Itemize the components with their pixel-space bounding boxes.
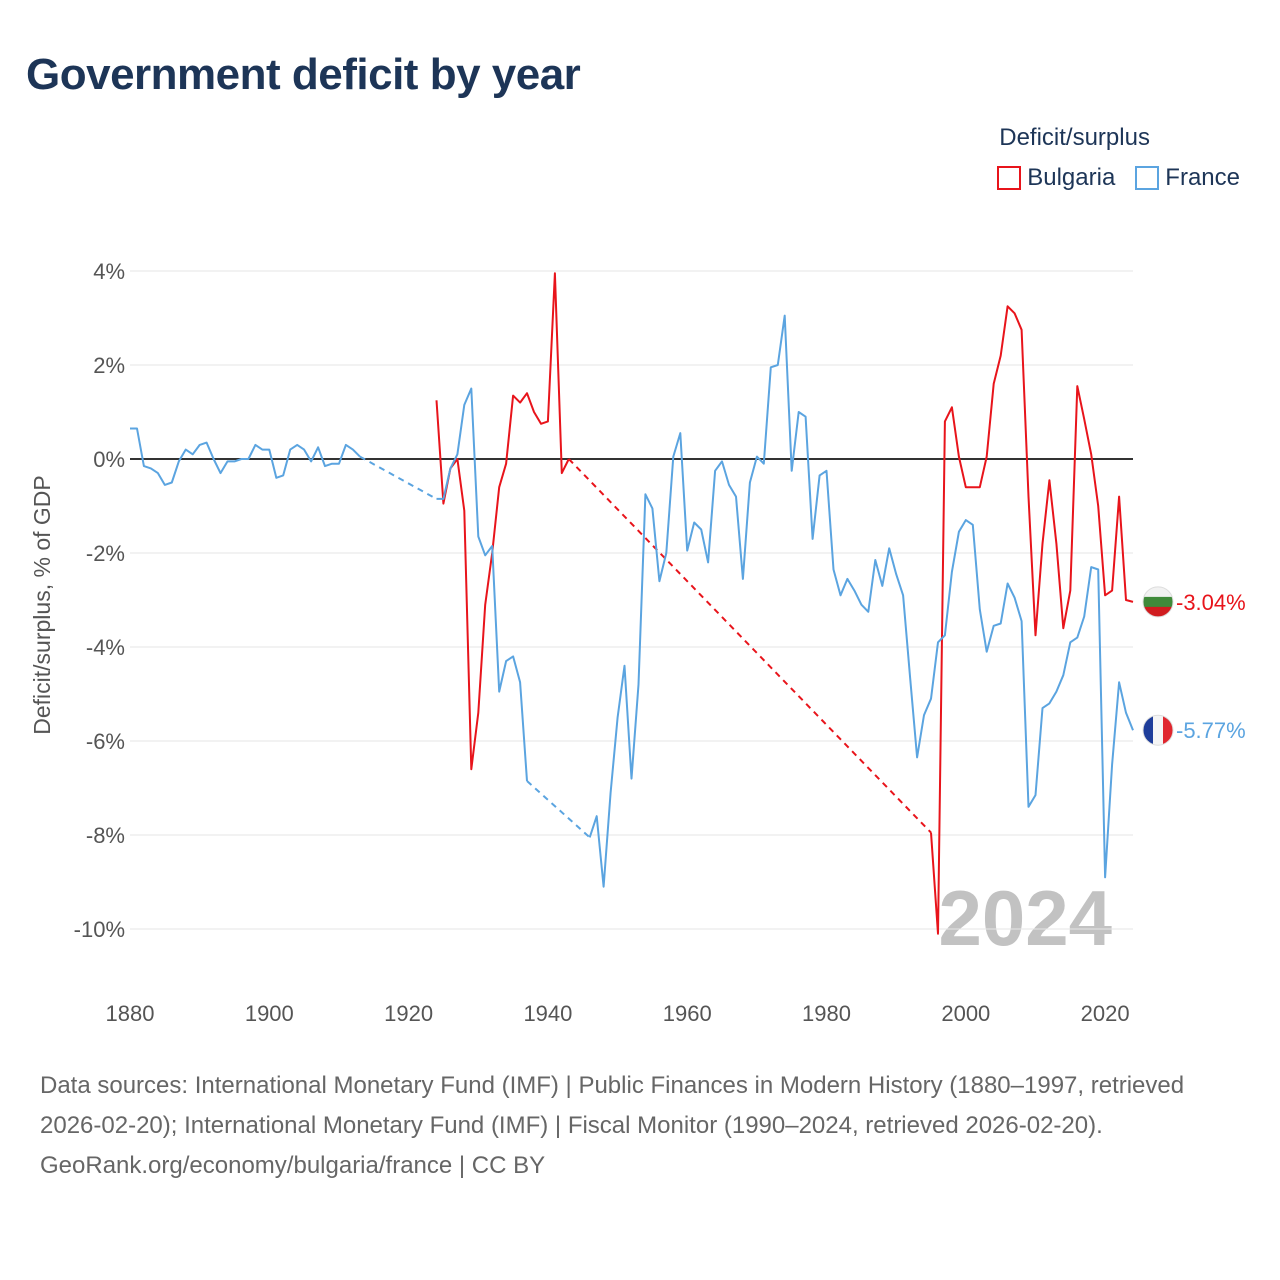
x-tick-label: 1900 [245, 1001, 294, 1026]
x-tick-label: 1960 [663, 1001, 712, 1026]
x-tick-label: 2000 [941, 1001, 990, 1026]
y-tick-label: -2% [86, 541, 125, 566]
flag-stripe [1153, 715, 1164, 746]
x-tick-label: 1880 [106, 1001, 155, 1026]
series-line-france [130, 427, 361, 486]
flag-france [1143, 715, 1173, 746]
y-tick-label: -10% [74, 917, 125, 942]
footer: Data sources: International Monetary Fun… [40, 1066, 1240, 1186]
legend-label-france: France [1165, 164, 1240, 191]
flag-outline-bulgaria [1142, 586, 1174, 618]
y-axis-title: Deficit/surplus, % of GDP [29, 475, 55, 734]
chart-area: 2024 4% 2% 0% -2% -4% -6% -8% -10% 1880 1900 1920 19… [29, 259, 1246, 1026]
legend-item-bulgaria[interactable]: Bulgaria [997, 164, 1115, 192]
legend-label-bulgaria: Bulgaria [1027, 164, 1116, 191]
legend-swatch-bulgaria [997, 166, 1022, 190]
end-label-bulgaria: -3.04% [1176, 590, 1246, 615]
legend-title: Deficit/surplus [999, 124, 1150, 151]
series-line-france-gap [526, 780, 591, 839]
flag-stripe [1143, 596, 1173, 608]
series-line-france [588, 314, 1134, 888]
y-tick-label: -8% [86, 823, 125, 848]
flag-stripe [1143, 606, 1173, 617]
flag-outline-france [1142, 714, 1174, 746]
x-tick-label: 1940 [523, 1001, 572, 1026]
legend-swatch-france [1135, 166, 1160, 190]
series-line-france-gap [359, 455, 437, 500]
y-tick-label: -4% [86, 635, 125, 660]
page-title: Government deficit by year [26, 50, 581, 99]
flag-stripe [1163, 715, 1173, 746]
flag-stripe [1143, 586, 1173, 598]
series-line-france [436, 387, 528, 782]
x-tick-label: 1980 [802, 1001, 851, 1026]
flag-bulgaria [1143, 586, 1173, 617]
y-tick-label: -6% [86, 729, 125, 754]
series-line-bulgaria [435, 272, 570, 771]
x-tick-label: 2020 [1081, 1001, 1130, 1026]
end-label-france: -5.77% [1176, 718, 1246, 743]
watermark-year: 2024 [938, 874, 1112, 962]
y-tick-label: 4% [93, 259, 125, 284]
y-tick-label: 2% [93, 353, 125, 378]
legend: Deficit/surplus Bulgaria France [997, 124, 1240, 192]
y-tick-label: 0% [93, 447, 125, 472]
credit-link[interactable]: GeoRank.org/economy/bulgaria/france | CC… [40, 1152, 546, 1179]
data-sources: Data sources: International Monetary Fun… [40, 1072, 1185, 1139]
x-tick-label: 1920 [384, 1001, 433, 1026]
series-line-bulgaria-gap [568, 458, 932, 834]
flag-stripe [1143, 715, 1154, 746]
series-line-bulgaria [930, 305, 1134, 935]
legend-item-france[interactable]: France [1135, 164, 1240, 192]
